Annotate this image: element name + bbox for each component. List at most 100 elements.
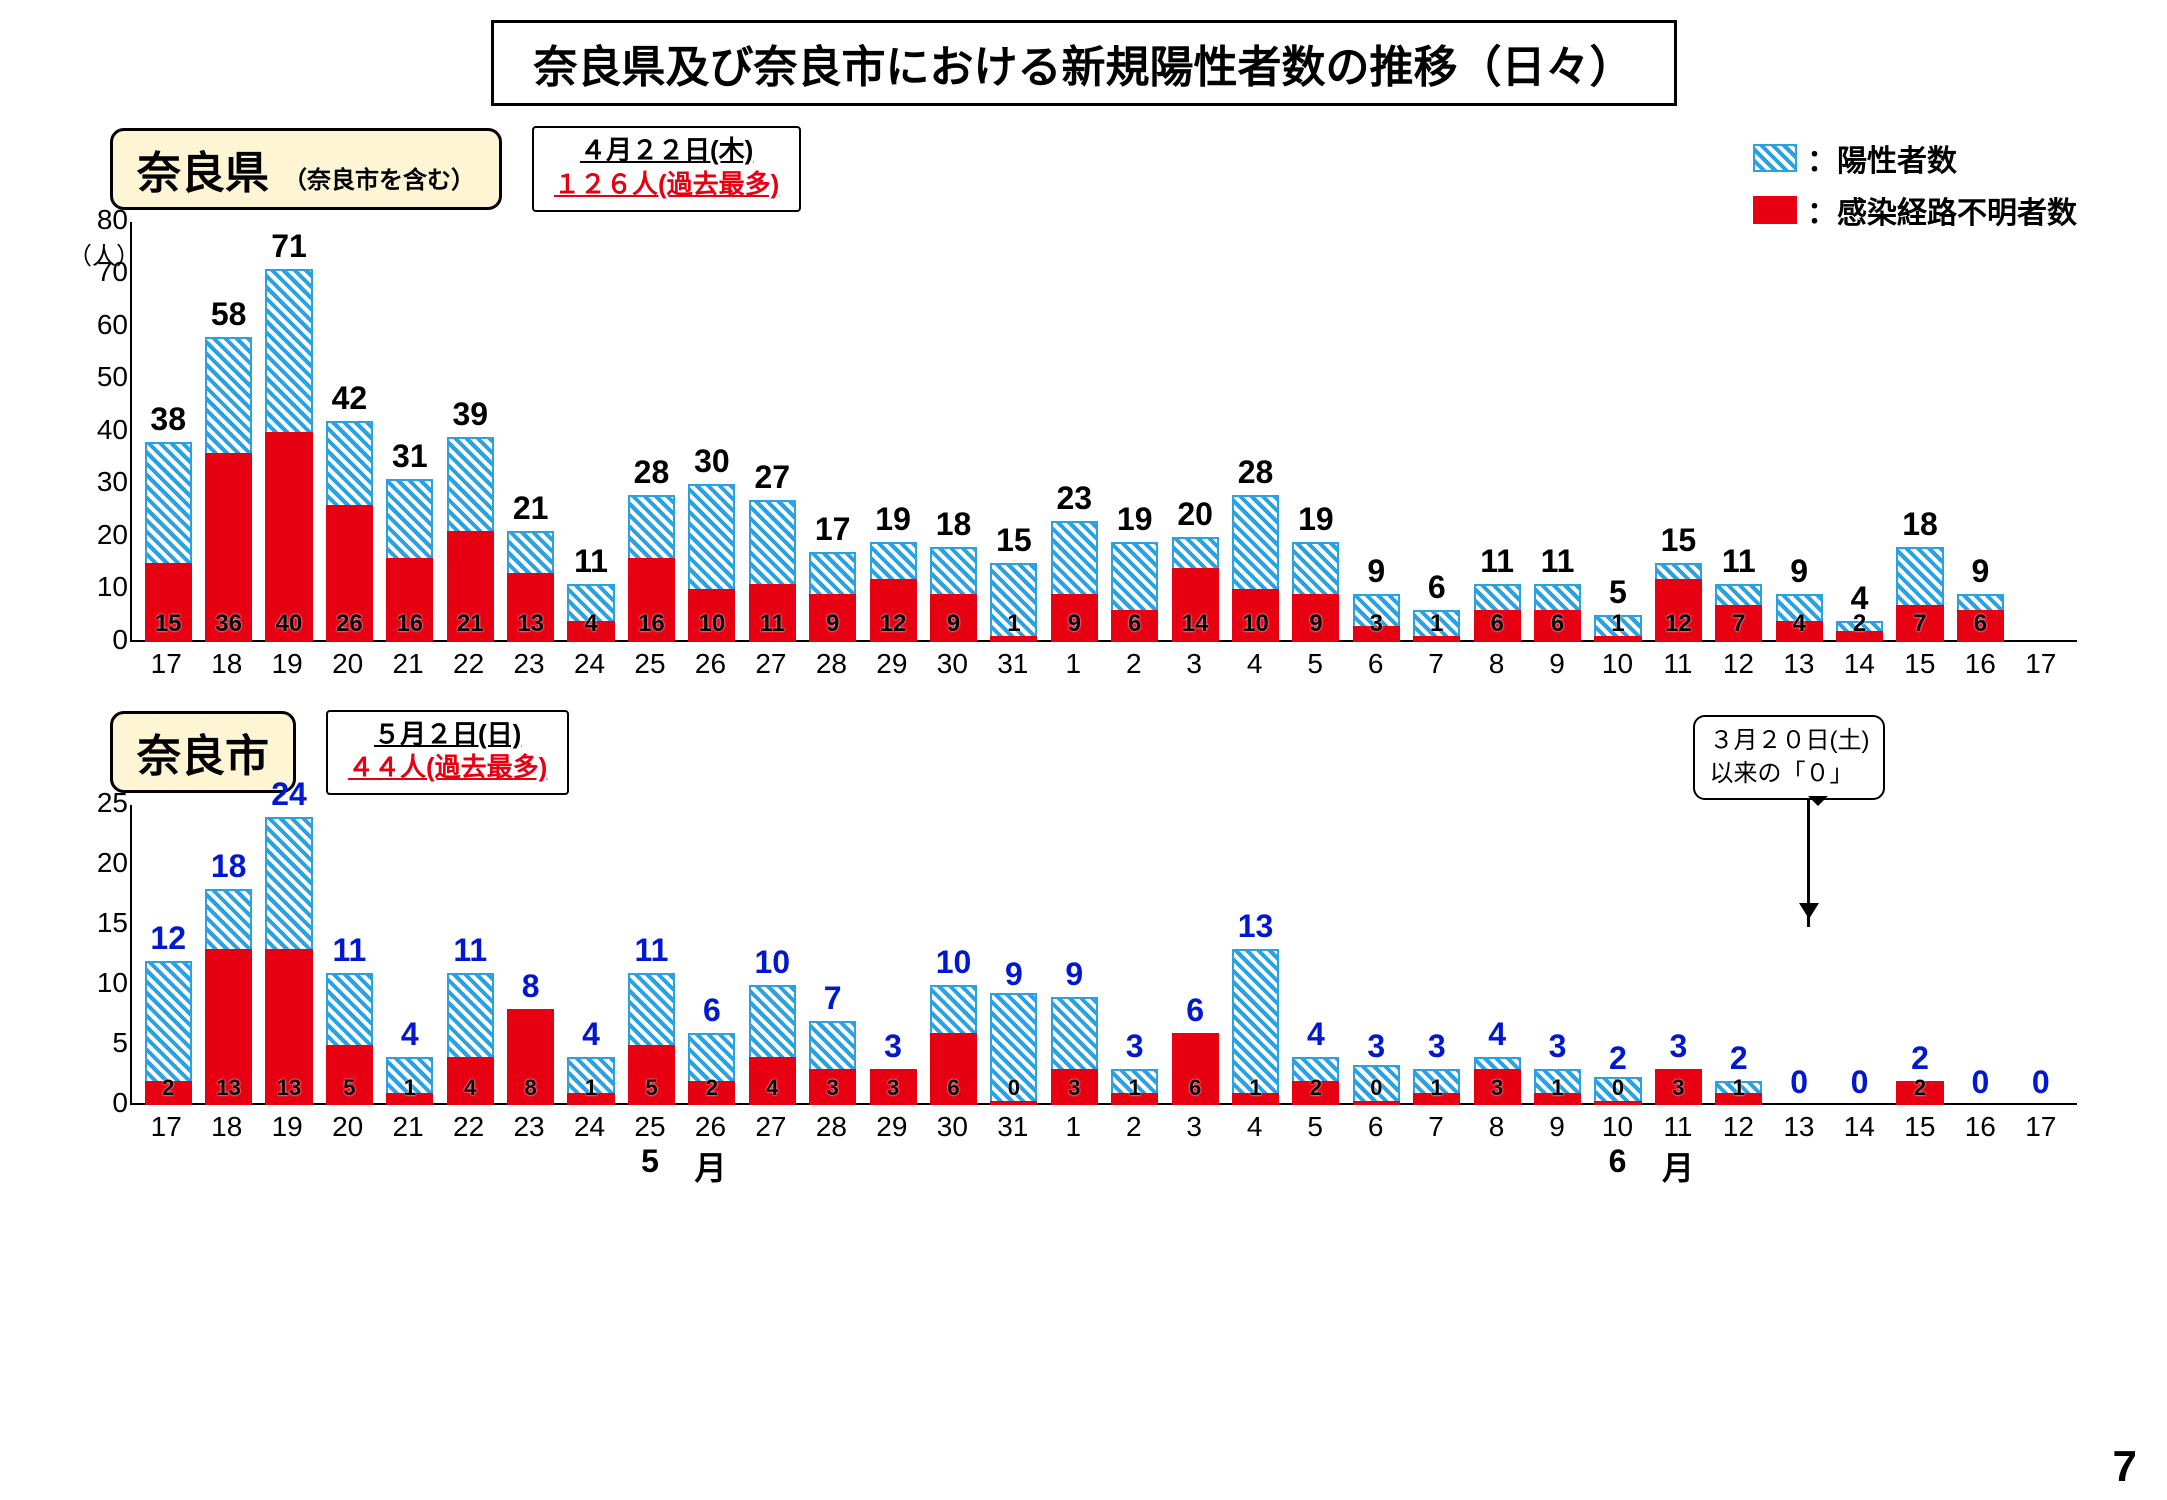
bar-red-value: 3: [827, 1075, 839, 1101]
month-label: [1950, 1143, 2010, 1189]
bar-segment-positive: [205, 889, 252, 949]
bar-column: 21: [1709, 805, 1769, 1105]
bar-total-value: 24: [271, 776, 307, 813]
y-tick: 25: [72, 787, 128, 819]
x-tick-label: 26: [680, 1111, 740, 1143]
bar-total-value: 11: [1480, 543, 1514, 580]
bar-total-value: 9: [1971, 553, 1989, 590]
month-label: [136, 1143, 196, 1189]
x-axis-labels-city: 1718192021222324252627282930311234567891…: [130, 1105, 2077, 1143]
bar-segment-positive: [1292, 542, 1339, 595]
bar-segment-positive: [688, 484, 735, 589]
bar-total-value: 6: [703, 992, 721, 1029]
bar-segment-unknown: 2: [145, 1081, 192, 1105]
bar-segment-positive: [749, 985, 796, 1057]
bar-column: 88: [500, 805, 560, 1105]
bar-total-value: 9: [1005, 956, 1023, 993]
bar-total-value: 4: [582, 1016, 600, 1053]
bar-red-value: 3: [1370, 610, 1383, 638]
x-tick-label: 2: [1104, 1111, 1164, 1143]
bar-segment-unknown: 36: [205, 453, 252, 642]
bar-segment-positive: [145, 961, 192, 1081]
bar-segment-unknown: 2: [1292, 1081, 1339, 1105]
peak-date: ５月２日(日): [348, 718, 547, 752]
region-name: 奈良県: [137, 137, 269, 201]
x-tick-label: 24: [559, 1111, 619, 1143]
bar-column: 151: [984, 222, 1044, 642]
bar-segment-unknown: 3: [1353, 626, 1400, 642]
bar-red-value: 1: [585, 1075, 597, 1101]
bar-segment-unknown: 1: [990, 636, 1037, 641]
bar-segment-unknown: 6: [930, 1033, 977, 1105]
bar-total-value: 42: [332, 380, 368, 417]
bar-red-value: 14: [1182, 610, 1209, 638]
month-label: [1466, 1143, 1526, 1189]
bar-red-value: 3: [887, 1075, 899, 1101]
x-tick-label: 25: [620, 648, 680, 680]
bar-column: 117: [1709, 222, 1769, 642]
x-tick-label: 5: [1285, 648, 1345, 680]
bar-column: 1512: [1648, 222, 1708, 642]
bar-segment-positive: [447, 973, 494, 1057]
x-tick-label: 8: [1466, 648, 1526, 680]
chart-area-prefecture: 3815583671404226311639212113114281630102…: [130, 222, 2077, 642]
bar-total-value: 28: [634, 454, 670, 491]
bar-column: 199: [1286, 222, 1346, 642]
bar-segment-unknown: 12: [870, 579, 917, 642]
bar-column: 41: [561, 805, 621, 1105]
x-tick-label: 7: [1406, 1111, 1466, 1143]
bar-column: 2810: [1225, 222, 1285, 642]
x-tick-label: 17: [2011, 648, 2071, 680]
x-tick-label: 21: [378, 1111, 438, 1143]
bar-column: 2413: [259, 805, 319, 1105]
x-tick-label: 29: [862, 648, 922, 680]
bar-column: 31: [1407, 805, 1467, 1105]
bar-column: 41: [380, 805, 440, 1105]
x-tick-label: 25: [620, 1111, 680, 1143]
bar-column: 66: [1165, 805, 1225, 1105]
bar-column: 115: [319, 805, 379, 1105]
bar-segment-positive: [1896, 547, 1943, 605]
bar-red-value: 36: [215, 610, 242, 638]
bar-red-value: 16: [638, 610, 665, 638]
bar-column: 93: [1346, 222, 1406, 642]
bar-segment-unknown: 1: [1715, 1093, 1762, 1105]
bar-segment-positive: [809, 552, 856, 594]
bar-total-value: 27: [754, 459, 790, 496]
bar-column: 104: [742, 805, 802, 1105]
x-tick-label: 11: [1648, 1111, 1708, 1143]
bar-total-value: 19: [1298, 501, 1334, 538]
bar-total-value: 38: [150, 401, 186, 438]
bar-segment-unknown: 16: [628, 558, 675, 642]
month-label: [559, 1143, 619, 1189]
bar-red-value: 1: [1007, 610, 1020, 638]
bar-segment-unknown: 6: [1111, 610, 1158, 642]
bar-column: 2113: [500, 222, 560, 642]
bar-red-value: 21: [457, 610, 484, 638]
bar-total-value: 11: [1541, 543, 1575, 580]
bar-total-value: 9: [1367, 553, 1385, 590]
month-label: [257, 1143, 317, 1189]
bar-column: 51: [1588, 222, 1648, 642]
bar-total-value: 3: [1367, 1028, 1385, 1065]
bar-red-value: 12: [1665, 610, 1692, 638]
bar-total-value: 19: [1117, 501, 1153, 538]
bar-total-value: 2: [1730, 1040, 1748, 1077]
x-tick-label: 26: [680, 648, 740, 680]
y-tick: 0: [72, 624, 128, 656]
x-tick-label: 13: [1769, 1111, 1829, 1143]
bar-total-value: 20: [1177, 496, 1213, 533]
bar-red-value: 2: [1853, 610, 1866, 638]
bar-column: 4226: [319, 222, 379, 642]
bar-segment-unknown: 7: [1896, 605, 1943, 642]
region-subtitle: （奈良市を含む）: [283, 160, 475, 195]
x-tick-label: 23: [499, 648, 559, 680]
bar-red-value: 11: [760, 610, 785, 638]
bar-segment-positive: [145, 442, 192, 563]
bar-total-value: 4: [1307, 1016, 1325, 1053]
bar-column: 62: [682, 805, 742, 1105]
bar-column: 22: [1890, 805, 1950, 1105]
bar-total-value: 9: [1065, 956, 1083, 993]
month-label: [922, 1143, 982, 1189]
x-tick-label: 9: [1527, 648, 1587, 680]
